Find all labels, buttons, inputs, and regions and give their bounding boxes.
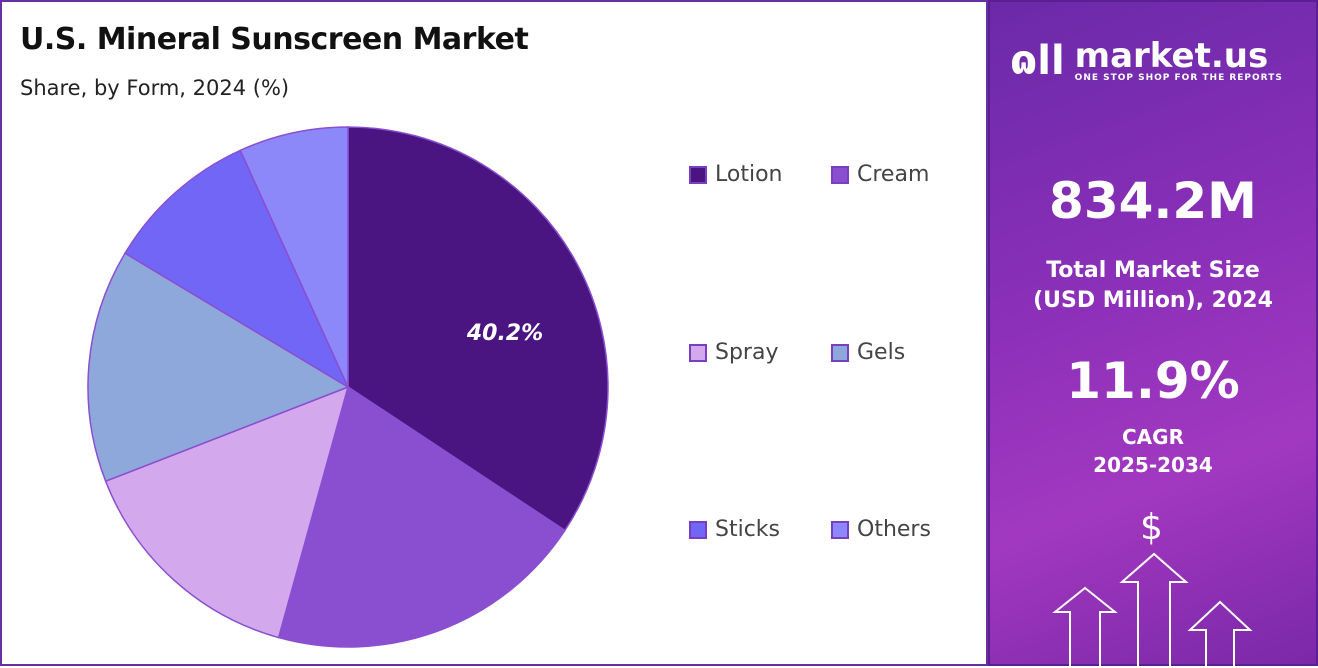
pie-slice-sticks (124, 149, 350, 389)
pie-chart: 40.2% (87, 126, 609, 648)
legend-item-gels: Gels (831, 340, 905, 365)
legend-label: Others (857, 517, 931, 542)
market-size-label: Total Market Size (1046, 258, 1260, 283)
logo-icon: ɷll (1010, 38, 1065, 84)
legend-swatch (831, 343, 849, 362)
logo-name: market.us (1074, 36, 1269, 76)
pie-slice-others (239, 126, 349, 388)
legend-swatch (689, 520, 707, 539)
legend-swatch (689, 343, 707, 362)
legend-item-cream: Cream (831, 162, 929, 187)
chart-subtitle: Share, by Form, 2024 (%) (20, 76, 290, 100)
growth-arrows-icon (1052, 552, 1253, 668)
legend-item-others: Others (831, 517, 931, 542)
pie-slice-gels (87, 252, 350, 483)
cagr-value: 11.9% (1066, 352, 1240, 410)
logo: ɷll market.us ONE STOP SHOP FOR THE REPO… (1010, 38, 1283, 84)
legend-item-lotion: Lotion (689, 162, 782, 187)
cagr-label: CAGR (1122, 425, 1184, 449)
summary-panel: ɷll market.us ONE STOP SHOP FOR THE REPO… (988, 0, 1318, 668)
pie-slice-spray (104, 385, 350, 639)
legend-label: Spray (715, 340, 779, 365)
legend-label: Gels (857, 340, 906, 365)
legend-swatch (689, 165, 707, 184)
legend-label: Sticks (715, 517, 781, 542)
legend-label: Lotion (715, 162, 783, 187)
chart-panel: U.S. Mineral Sunscreen Market Share, by … (0, 0, 988, 666)
market-size-label-2: (USD Million), 2024 (1033, 288, 1273, 313)
chart-title: U.S. Mineral Sunscreen Market (20, 22, 529, 57)
dollar-icon: $ (1140, 507, 1163, 548)
legend-item-spray: Spray (689, 340, 778, 365)
legend-item-sticks: Sticks (689, 517, 780, 542)
legend-swatch (831, 165, 849, 184)
market-size-value: 834.2M (1049, 172, 1257, 230)
pie-slice-cream (277, 385, 566, 648)
legend-label: Cream (857, 162, 930, 187)
cagr-period: 2025-2034 (1093, 453, 1213, 477)
logo-tagline: ONE STOP SHOP FOR THE REPORTS (1074, 73, 1283, 83)
legend-swatch (831, 520, 849, 539)
data-label-lotion: 40.2% (466, 321, 543, 346)
